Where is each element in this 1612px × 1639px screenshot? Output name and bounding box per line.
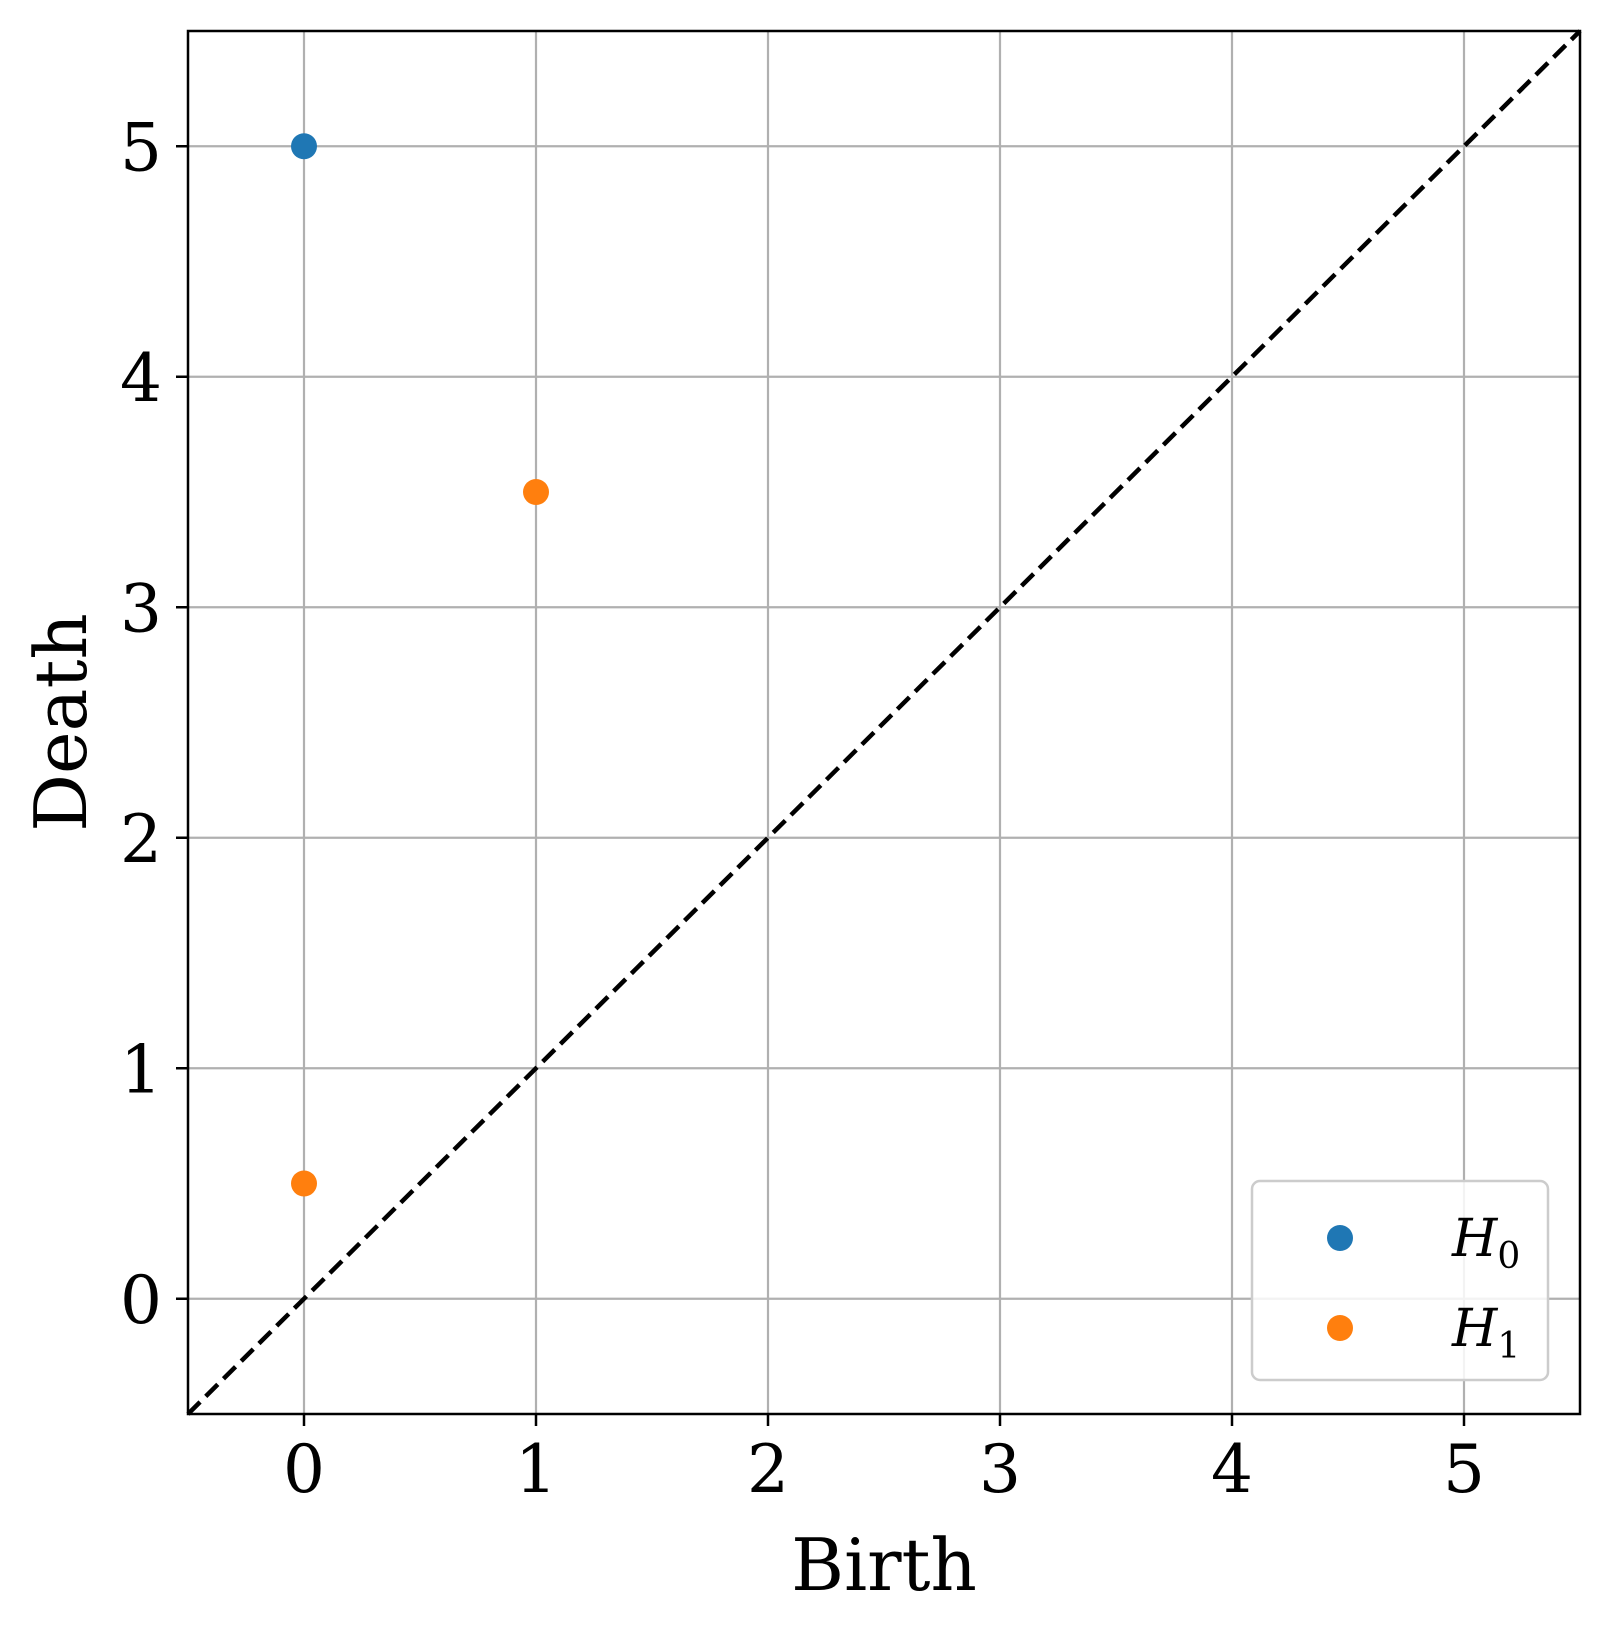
y-tick-label-2: 2: [120, 801, 162, 878]
x-tick-label-4: 4: [1211, 1431, 1253, 1508]
y-tick-label-0: 0: [120, 1262, 162, 1339]
y-axis-label: Death: [19, 613, 103, 832]
x-tick-label-1: 1: [515, 1431, 557, 1508]
legend-label-h1: H1: [1451, 1299, 1520, 1367]
y-tick-label-1: 1: [120, 1031, 162, 1108]
x-tick-label-0: 0: [283, 1431, 325, 1508]
legend-label-h0: H0: [1451, 1209, 1520, 1277]
x-tick-label-5: 5: [1443, 1431, 1485, 1508]
diagonal-line: [186, 29, 1582, 1416]
y-tick-label-4: 4: [120, 340, 162, 417]
x-tick-label-2: 2: [747, 1431, 789, 1508]
x-axis-ticks: 0 1 2 3 4 5: [283, 1414, 1485, 1508]
y-tick-label-3: 3: [120, 570, 162, 647]
point-h0-0: [291, 133, 317, 160]
x-tick-label-3: 3: [979, 1431, 1021, 1508]
diagonal-dashed-line: [186, 29, 1582, 1416]
y-axis-ticks: 0 1 2 3 4 5: [120, 109, 188, 1339]
plot-frame: [186, 29, 1582, 1416]
legend-box: [1250, 1179, 1550, 1382]
x-axis-label: Birth: [791, 1523, 977, 1607]
legend-marker-h1: [1327, 1315, 1353, 1341]
point-h1-1: [291, 1170, 317, 1197]
y-tick-label-5: 5: [120, 109, 162, 186]
legend-marker-h0: [1327, 1225, 1353, 1251]
point-h1-0: [523, 479, 549, 505]
grid-lines: [188, 31, 1580, 1414]
data-points: [291, 133, 549, 1197]
